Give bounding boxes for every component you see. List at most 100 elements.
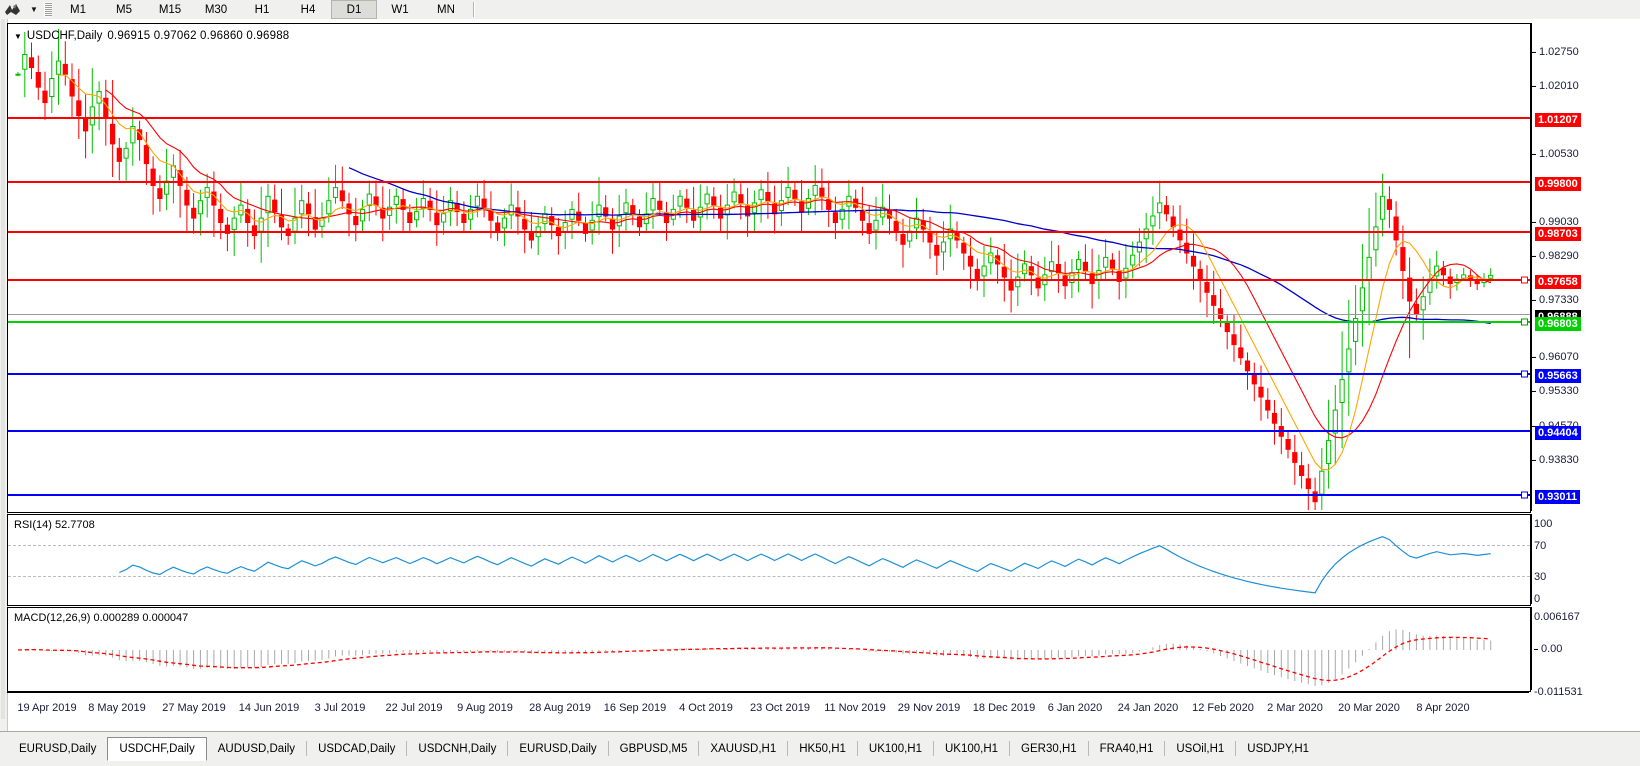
chart-tab[interactable]: USDJPY,H1	[1247, 742, 1310, 755]
price-tick: 0.98290	[1532, 250, 1579, 262]
price-level-chip[interactable]: 0.96803	[1535, 317, 1581, 331]
resistance-line-4[interactable]	[8, 279, 1530, 281]
chart-area: ▼ USDCHF,Daily 0.96915 0.97062 0.96860 0…	[0, 19, 1640, 731]
support-line-3-handle[interactable]	[1521, 491, 1528, 499]
price-tick: 1.00530	[1532, 148, 1579, 160]
resistance-line-4-handle[interactable]	[1521, 276, 1528, 284]
time-axis-label: 12 Feb 2020	[1192, 702, 1254, 714]
chart-symbol-label: USDCHF,Daily	[26, 30, 103, 42]
price-tick: 0.93830	[1532, 454, 1579, 466]
macd-indicator-pane[interactable]: MACD(12,26,9) 0.000289 0.000047	[7, 607, 1531, 692]
support-line-1[interactable]	[8, 373, 1530, 375]
rsi-indicator-pane[interactable]: RSI(14) 52.7708	[7, 514, 1531, 606]
timeframe-mn[interactable]: MN	[437, 3, 455, 16]
price-chart-pane[interactable]: ▼ USDCHF,Daily 0.96915 0.97062 0.96860 0…	[7, 23, 1531, 513]
timeframe-m30[interactable]: M30	[204, 3, 228, 16]
price-level-chip[interactable]: 0.99800	[1535, 177, 1581, 191]
rsi-tick: 30	[1534, 571, 1547, 584]
macd-tick: 0.006167	[1534, 611, 1580, 624]
tab-divider	[932, 741, 934, 756]
price-level-chip[interactable]: 1.01207	[1535, 113, 1581, 127]
price-axis-scale[interactable]: 1.02750 1.02010 1.00530 0.99030 0.98290 0.973…	[1531, 23, 1640, 567]
chevron-down-icon[interactable]: ▼	[30, 5, 38, 14]
current-level-handle[interactable]	[1521, 318, 1528, 326]
time-axis-label: 29 Nov 2019	[897, 702, 961, 714]
price-tick: 0.99030	[1532, 216, 1579, 228]
chart-tab[interactable]: XAUUSD,H1	[710, 742, 777, 755]
rsi-axis-scale: 100 70 30 0	[1531, 514, 1640, 605]
chart-tab[interactable]: EURUSD,Daily	[519, 742, 597, 755]
timeframe-button-group: M1 M5 M15 M30 H1 H4 D1 W1 MN	[55, 0, 469, 19]
chart-header: ▼ USDCHF,Daily 0.96915 0.97062 0.96860 0…	[14, 30, 289, 42]
chart-tab[interactable]: USDCAD,Daily	[318, 742, 396, 755]
chart-tab[interactable]: GER30,H1	[1021, 742, 1077, 755]
chart-tab[interactable]: FRA40,H1	[1099, 742, 1154, 755]
price-tick: 1.02750	[1532, 46, 1579, 58]
price-tick: 0.95330	[1532, 385, 1579, 397]
price-level-chip[interactable]: 0.95663	[1535, 369, 1581, 383]
timeframe-m15[interactable]: M15	[158, 3, 182, 16]
time-axis-label: 19 Apr 2019	[17, 702, 77, 714]
chart-tab-bar: EURUSD,Daily USDCHF,Daily AUDUSD,Daily USDC…	[0, 731, 1640, 766]
time-axis-label: 14 Jun 2019	[238, 702, 300, 714]
resistance-line-3[interactable]	[8, 231, 1530, 233]
tab-divider	[698, 741, 700, 756]
time-axis-label: 18 Dec 2019	[972, 702, 1036, 714]
current-level-line[interactable]	[8, 321, 1530, 323]
toolbar-divider	[473, 2, 475, 17]
resistance-line-2[interactable]	[8, 181, 1530, 183]
time-axis-label: 24 Jan 2020	[1117, 702, 1179, 714]
time-axis-label: 9 Aug 2019	[457, 702, 513, 714]
resistance-line-1[interactable]	[8, 117, 1530, 119]
macd-histogram-series	[17, 629, 1492, 686]
time-axis-label: 22 Jul 2019	[385, 702, 443, 714]
tab-divider	[1009, 741, 1011, 756]
timeframe-h1[interactable]: H1	[254, 3, 270, 16]
chart-tab[interactable]: AUDUSD,Daily	[217, 742, 296, 755]
rsi-tick: 100	[1534, 518, 1553, 531]
time-axis-label: 2 Mar 2020	[1267, 702, 1323, 714]
tab-divider	[1235, 741, 1237, 756]
time-axis-label: 8 Apr 2020	[1416, 702, 1470, 714]
time-axis-label: 8 May 2019	[88, 702, 146, 714]
rsi-label: RSI(14) 52.7708	[14, 519, 95, 531]
chart-tab[interactable]: USDCNH,Daily	[418, 742, 497, 755]
chart-tab[interactable]: EURUSD,Daily	[19, 742, 97, 755]
rsi-oversold-guide	[8, 576, 1530, 577]
tab-divider	[1164, 741, 1166, 756]
time-axis-label: 23 Oct 2019	[750, 702, 810, 714]
support-line-1-handle[interactable]	[1521, 370, 1528, 378]
support-line-3[interactable]	[8, 494, 1530, 496]
time-axis-label: 16 Sep 2019	[603, 702, 667, 714]
price-level-chip[interactable]: 0.98703	[1535, 227, 1581, 241]
price-tick: 0.96070	[1532, 351, 1579, 363]
chart-tab-active[interactable]: USDCHF,Daily	[107, 737, 207, 761]
timeframe-m1[interactable]: M1	[70, 3, 86, 16]
support-line-2[interactable]	[8, 430, 1530, 432]
tab-divider	[787, 741, 789, 756]
rsi-line-series	[119, 536, 1491, 594]
time-axis-label: 11 Nov 2019	[824, 702, 886, 714]
price-level-chip[interactable]: 0.93011	[1535, 490, 1581, 504]
tab-divider	[607, 741, 609, 756]
price-level-chip[interactable]: 0.94404	[1535, 426, 1581, 440]
price-level-chip[interactable]: 0.97658	[1535, 275, 1581, 289]
time-axis-label: 27 May 2019	[162, 702, 226, 714]
price-candlestick-series	[15, 28, 1494, 510]
chart-tab[interactable]: UK100,H1	[868, 742, 922, 755]
timeframe-w1[interactable]: W1	[391, 3, 409, 16]
chart-tab[interactable]: USOil,H1	[1176, 742, 1225, 755]
timeframe-d1[interactable]: D1	[331, 0, 377, 19]
chart-tab[interactable]: UK100,H1	[944, 742, 999, 755]
chart-tab[interactable]: GBPUSD,M5	[619, 742, 688, 755]
drag-grip-icon[interactable]	[44, 2, 52, 17]
chart-tab[interactable]: HK50,H1	[799, 742, 846, 755]
chevron-down-icon[interactable]: ▼	[14, 31, 22, 41]
timeframe-h4[interactable]: H4	[300, 3, 316, 16]
time-axis-label: 28 Aug 2019	[529, 702, 591, 714]
chart-ohlc-values: 0.96915 0.97062 0.96860 0.96988	[107, 30, 290, 42]
timeframe-m5[interactable]: M5	[116, 3, 132, 16]
time-axis[interactable]: 19 Apr 2019 8 May 2019 27 May 2019 14 Jun 2…	[7, 692, 1529, 717]
price-tick: 0.97330	[1532, 294, 1579, 306]
